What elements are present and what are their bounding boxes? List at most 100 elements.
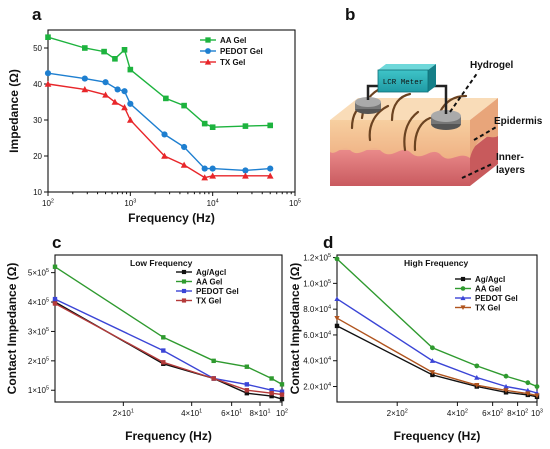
data-point-c-1 (211, 358, 216, 364)
series-line-d-3 (336, 317, 538, 397)
y-tick-label-a: 30 (33, 116, 42, 125)
data-point-a-2 (44, 80, 52, 87)
epidermis-label: Epidermis (494, 116, 543, 127)
x-axis-label-d: Frequency (Hz) (394, 429, 481, 443)
data-point-a-1 (114, 86, 121, 93)
data-point-d-1 (525, 380, 531, 386)
x-tick-label-c: 8×101 (249, 409, 270, 419)
data-point-a-2 (121, 104, 128, 111)
data-point-c-2 (279, 389, 285, 394)
data-point-d-3 (334, 315, 340, 321)
inner-layers-label-1: Inner- (496, 152, 524, 163)
inner-layers-block (330, 150, 470, 186)
data-point-a-0 (181, 102, 187, 109)
callout-epidermis (473, 125, 499, 141)
data-point-c-2 (244, 382, 250, 387)
skin-diagram: LCR Meter Hydrogel Epidermis Inner- laye… (330, 60, 543, 186)
data-point-d-2 (429, 358, 436, 363)
data-point-c-3 (269, 390, 274, 396)
epidermis-side (470, 98, 498, 158)
data-point-a-0 (45, 34, 51, 40)
y-tick-label-d: 6.0×104 (303, 330, 331, 340)
data-point-a-1 (267, 165, 274, 172)
data-point-d-1 (534, 384, 540, 389)
x-tick-label-c: 102 (276, 409, 288, 419)
legend-marker-d-1 (460, 286, 466, 291)
data-point-a-1 (209, 165, 216, 172)
y-tick-label-a: 20 (33, 152, 42, 161)
data-point-d-2 (525, 387, 531, 393)
series-c-2 (52, 296, 285, 394)
callout-hydrogel (449, 71, 479, 113)
data-point-c-3 (279, 392, 285, 397)
series-d-3 (334, 315, 540, 399)
plot-frame-c (54, 254, 283, 403)
inner-layers-label-2: layers (496, 165, 525, 176)
y-tick-label-c: 1×105 (28, 386, 49, 396)
data-point-a-1 (127, 100, 134, 107)
x-tick-label-a: 104 (207, 199, 219, 209)
series-line-a-0 (47, 36, 271, 128)
x-tick-label-a: 102 (42, 199, 54, 209)
x-tick-label-d: 103 (531, 409, 543, 419)
series-line-a-2 (47, 83, 271, 179)
data-point-c-1 (279, 382, 285, 387)
data-point-a-1 (44, 70, 52, 77)
data-point-c-1 (161, 335, 166, 340)
plot-frame-d (336, 254, 538, 403)
legend-label-c-1: AA Gel (196, 278, 222, 287)
data-point-d-2 (334, 296, 340, 302)
data-point-d-3 (525, 391, 531, 397)
y-tick-label-c: 3×105 (28, 327, 49, 337)
hydrogel-electrode-right (431, 110, 461, 130)
data-point-a-0 (242, 123, 249, 129)
data-point-c-3 (244, 388, 250, 393)
data-point-d-0 (334, 323, 340, 329)
data-point-a-1 (121, 88, 128, 95)
series-line-c-2 (54, 298, 283, 393)
data-point-a-0 (267, 122, 274, 129)
data-point-a-2 (111, 98, 119, 105)
data-point-a-0 (112, 56, 118, 62)
legend-label-a-2: TX Gel (220, 58, 245, 67)
data-point-a-0 (163, 95, 169, 102)
legend-marker-c-0 (181, 269, 187, 275)
data-point-a-2 (266, 172, 274, 179)
data-point-d-3 (474, 383, 480, 388)
x-axis-label-c: Frequency (Hz) (125, 429, 212, 443)
data-point-c-2 (52, 296, 58, 302)
series-c-3 (52, 301, 285, 397)
y-axis-label-d: Contact Impedance (Ω) (288, 263, 302, 395)
plot-frame-a (47, 29, 296, 193)
data-point-d-1 (503, 373, 509, 379)
data-point-a-0 (201, 120, 208, 127)
legend-marker-a-1 (205, 48, 211, 54)
x-tick-label-c: 2×101 (113, 409, 134, 419)
y-axis-label-a: Impedance (Ω) (7, 69, 21, 153)
data-point-d-1 (334, 256, 340, 262)
data-point-c-0 (269, 393, 274, 399)
data-point-a-0 (121, 47, 128, 53)
y-tick-label-d: 8.0×104 (303, 305, 331, 315)
data-point-a-2 (161, 152, 168, 159)
y-tick-label-c: 5×105 (28, 268, 49, 278)
data-point-d-3 (429, 370, 436, 375)
chart-c: 2×101 4×101 6×101 8×101 102 1×105 2×105 3×105 4×… (5, 254, 288, 443)
y-tick-label-d: 2.0×104 (303, 382, 331, 392)
x-tick-label-a: 103 (124, 199, 136, 209)
data-point-d-2 (503, 383, 509, 389)
series-d-2 (334, 296, 540, 396)
data-point-c-3 (211, 376, 216, 381)
data-point-a-1 (181, 143, 188, 151)
data-point-a-2 (81, 86, 89, 93)
data-point-a-2 (102, 91, 109, 98)
data-point-a-0 (82, 45, 88, 51)
data-point-a-2 (242, 172, 249, 179)
legend-marker-d-2 (460, 295, 466, 301)
legend-label-d-2: PEDOT Gel (475, 294, 518, 303)
lcr-meter-label: LCR Meter (383, 79, 424, 87)
legend-marker-c-1 (181, 279, 187, 284)
data-point-d-2 (474, 374, 480, 380)
x-tick-label-d: 2×102 (387, 409, 408, 419)
